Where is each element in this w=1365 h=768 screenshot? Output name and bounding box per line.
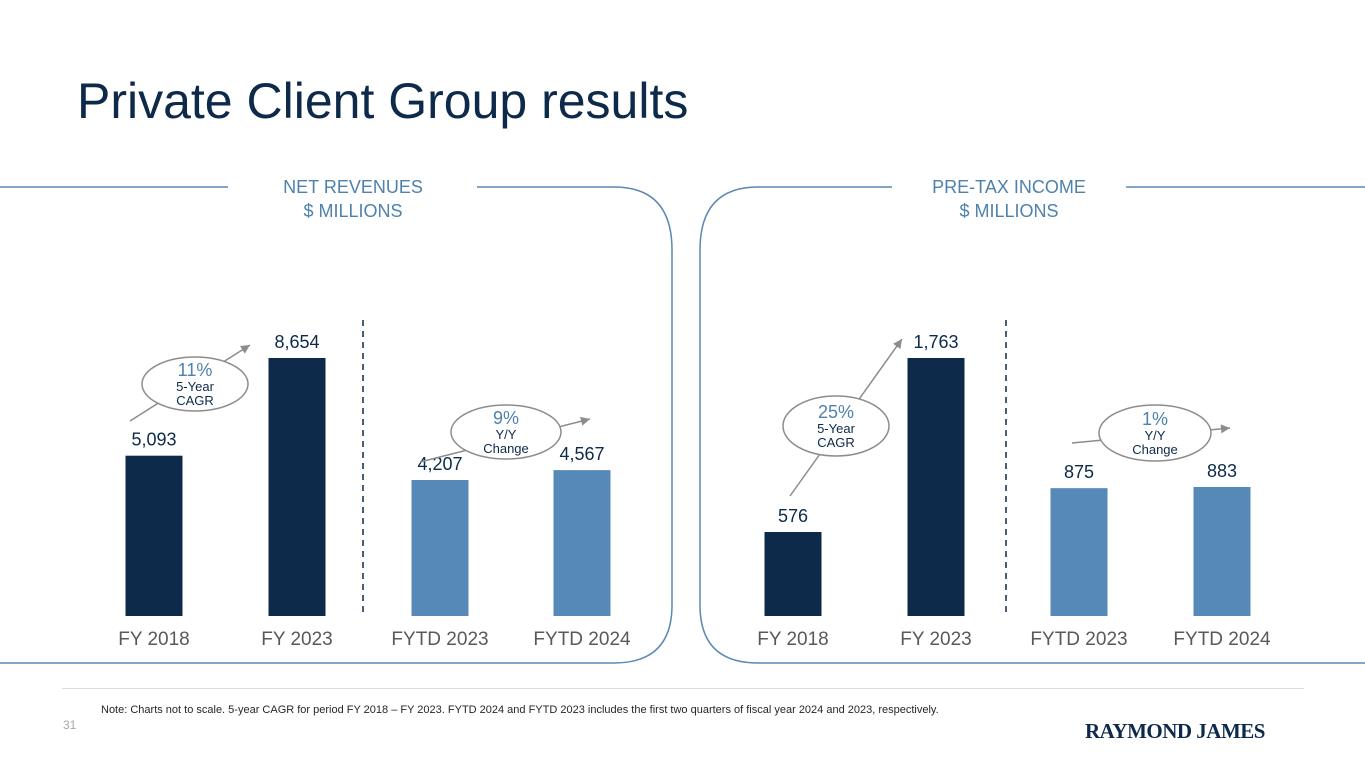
net-revenues-x-tick-4: FYTD 2024 (533, 629, 631, 650)
pretax-income-x-tick-3: FYTD 2023 (1030, 629, 1127, 650)
net-revenues-bar-4 (553, 470, 611, 616)
pretax-income-bar-4 (1193, 486, 1251, 616)
net-revenues-x-tick-3: FYTD 2023 (391, 629, 488, 650)
net-revenues-bar-3 (411, 480, 469, 616)
pretax-income-x-tick-2: FY 2023 (900, 629, 971, 650)
net-revenues-callout-bubble-2 (450, 404, 562, 460)
pretax-income-chart: 576 FY 2018 1,763 FY 2023 875 FYTD 2023 883 FYT… (757, 320, 1271, 650)
net-revenues-subtitle: $ MILLIONS (303, 201, 403, 221)
pretax-income-callout-bubble-1 (782, 395, 890, 457)
pretax-income-callout-arrowhead-1 (893, 339, 902, 349)
net-revenues-chart: 5,093 FY 2018 8,654 FY 2023 4,207 FYTD 2023 4,… (118, 320, 631, 650)
net-revenues-x-tick-1: FY 2018 (118, 629, 189, 650)
pretax-income-callout-line1-1: 5-Year (817, 421, 855, 436)
pretax-income-callout-line2-2: Change (1132, 442, 1178, 457)
pretax-income-callout-pct-2: 1% (1142, 409, 1168, 429)
net-revenues-callout-line1-2: Y/Y (496, 427, 517, 442)
net-revenues-value-label-3: 4,207 (417, 454, 462, 474)
pretax-income-x-tick-4: FYTD 2024 (1173, 629, 1271, 650)
page-title: Private Client Group results (77, 73, 689, 129)
net-revenues-bar-2 (268, 358, 326, 616)
net-revenues-callout-arrowhead-1 (239, 345, 250, 354)
net-revenues-callout-line1-1: 5-Year (176, 379, 214, 394)
net-revenues-callout-line2-1: CAGR (176, 393, 214, 408)
net-revenues-callout-arrowhead-2 (580, 416, 590, 426)
raymond-james-logo: RAYMOND JAMES (1085, 719, 1265, 743)
net-revenues-callout-line2-2: Change (483, 441, 529, 456)
footer-divider (62, 688, 1304, 689)
net-revenues-value-label-2: 8,654 (274, 332, 319, 352)
pretax-income-callout-line2-1: CAGR (817, 435, 855, 450)
pretax-income-callout-line1-2: Y/Y (1145, 428, 1166, 443)
pretax-income-subtitle: $ MILLIONS (959, 201, 1059, 221)
pretax-income-callout-bubble-2 (1098, 404, 1212, 462)
net-revenues-value-label-1: 5,093 (131, 430, 176, 450)
pretax-income-bar-2 (907, 358, 965, 616)
net-revenues-callout-pct-2: 9% (493, 408, 519, 428)
pretax-income-callout-pct-1: 25% (818, 402, 854, 422)
pretax-income-value-label-1: 576 (778, 506, 808, 526)
pretax-income-bar-3 (1050, 488, 1108, 616)
footnote: Note: Charts not to scale. 5-year CAGR f… (101, 704, 939, 716)
net-revenues-callout-bubble-1 (141, 356, 249, 412)
pretax-income-value-label-2: 1,763 (913, 332, 958, 352)
net-revenues-bar-1 (125, 455, 183, 616)
pretax-income-bar-1 (764, 532, 822, 616)
pretax-income-value-label-3: 875 (1064, 462, 1094, 482)
page-number: 31 (63, 718, 77, 732)
pretax-income-callout-arrowhead-2 (1220, 424, 1230, 434)
net-revenues-heading: NET REVENUES $ MILLIONS (203, 175, 503, 223)
net-revenues-x-tick-2: FY 2023 (261, 629, 332, 650)
pretax-income-title: PRE-TAX INCOME (932, 177, 1086, 197)
net-revenues-value-label-4: 4,567 (559, 444, 604, 464)
pretax-income-x-tick-1: FY 2018 (757, 629, 828, 650)
pretax-income-value-label-4: 883 (1207, 461, 1237, 481)
net-revenues-title: NET REVENUES (283, 177, 423, 197)
net-revenues-callout-pct-1: 11% (178, 360, 213, 380)
pretax-income-heading: PRE-TAX INCOME $ MILLIONS (859, 175, 1159, 223)
